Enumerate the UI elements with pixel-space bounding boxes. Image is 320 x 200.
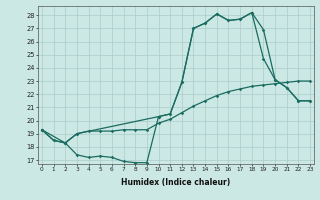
X-axis label: Humidex (Indice chaleur): Humidex (Indice chaleur) (121, 178, 231, 187)
